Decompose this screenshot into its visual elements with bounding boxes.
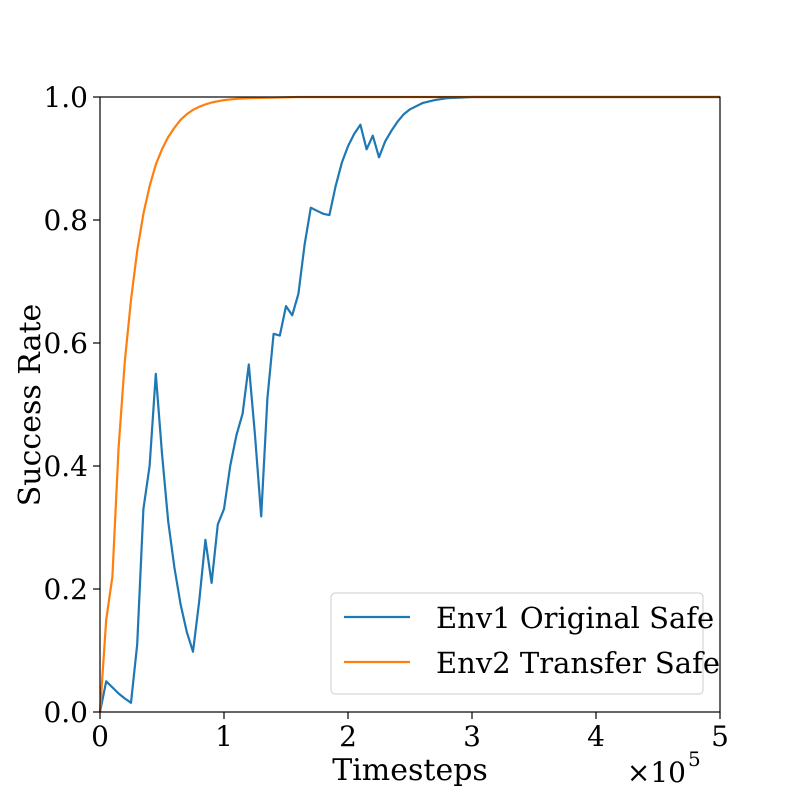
y-tick-label: 0.4 bbox=[43, 450, 88, 483]
legend-box bbox=[330, 592, 704, 695]
x-multiplier-exponent: 5 bbox=[688, 747, 701, 771]
x-tick-label: 5 bbox=[711, 720, 729, 753]
x-tick-label: 1 bbox=[215, 720, 233, 753]
x-tick-label: 2 bbox=[339, 720, 357, 753]
y-axis: 0.0 0.2 0.4 0.6 0.8 1.0 bbox=[43, 81, 100, 729]
x-axis: 0 1 2 3 4 5 bbox=[91, 712, 729, 753]
x-multiplier-base: ×10 bbox=[627, 756, 686, 789]
legend-label-env1: Env1 Original Safe bbox=[436, 601, 714, 635]
y-tick-label: 0.8 bbox=[43, 204, 88, 237]
y-tick-label: 0.0 bbox=[43, 696, 88, 729]
x-axis-label: Timesteps bbox=[332, 753, 488, 788]
y-tick-label: 0.6 bbox=[43, 327, 88, 360]
legend-label-env2: Env2 Transfer Safe bbox=[436, 646, 720, 680]
y-axis-label: Success Rate bbox=[13, 304, 48, 507]
series-line-1 bbox=[98, 95, 720, 713]
x-tick-label: 3 bbox=[463, 720, 481, 753]
x-tick-label: 0 bbox=[91, 720, 109, 753]
x-axis-multiplier: ×10 5 bbox=[627, 747, 701, 789]
y-tick-label: 1.0 bbox=[43, 81, 88, 114]
y-tick-label: 0.2 bbox=[43, 573, 88, 606]
legend: Env1 Original Safe Env2 Transfer Safe bbox=[330, 592, 720, 695]
axes-frame bbox=[99, 96, 721, 713]
x-tick-label: 4 bbox=[587, 720, 605, 753]
